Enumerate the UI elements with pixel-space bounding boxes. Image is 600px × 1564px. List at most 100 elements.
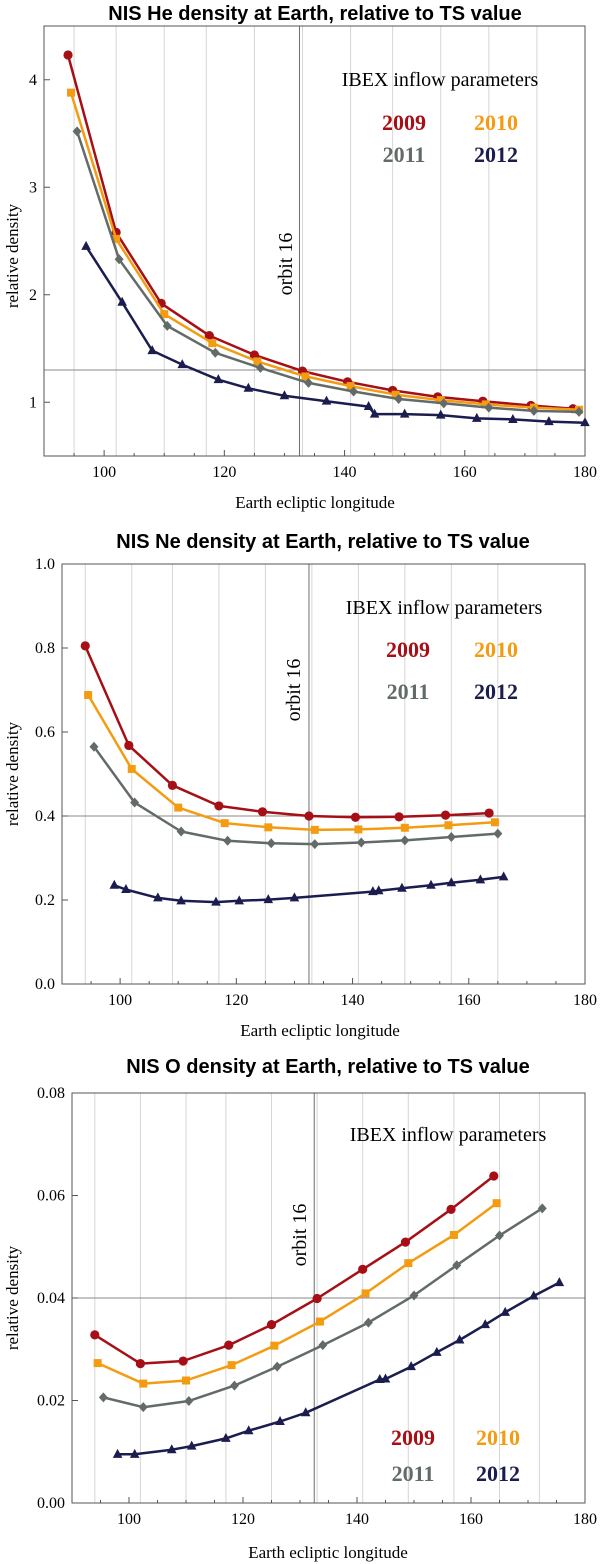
x-tick-label: 160 xyxy=(457,992,481,1009)
data-point xyxy=(444,821,453,830)
legend-2011: 2011 xyxy=(392,1461,435,1486)
data-point xyxy=(301,372,310,381)
legend-title: IBEX inflow parameters xyxy=(342,69,539,91)
data-point xyxy=(162,320,172,331)
data-point xyxy=(400,835,410,846)
x-tick-label: 120 xyxy=(231,1511,255,1528)
data-point xyxy=(153,892,163,902)
plot-frame xyxy=(61,563,586,985)
data-point xyxy=(481,400,490,409)
series-2012 xyxy=(81,240,590,427)
data-point xyxy=(449,1230,458,1239)
series-2011 xyxy=(72,126,584,417)
data-point xyxy=(67,88,76,97)
data-point xyxy=(186,1440,197,1450)
series-2012 xyxy=(112,1277,565,1458)
series-line-2011 xyxy=(103,1207,543,1409)
o-density-chart: NIS O density at Earth, relative to TS v… xyxy=(3,1056,597,1562)
data-point xyxy=(574,406,584,417)
data-point xyxy=(211,896,221,906)
orbit-label: orbit 16 xyxy=(289,1204,311,1267)
plot-grid xyxy=(61,563,586,985)
data-point xyxy=(435,409,446,419)
data-point xyxy=(321,395,332,405)
legend-2011: 2011 xyxy=(383,142,426,167)
data-point xyxy=(452,1260,462,1271)
legend-2009: 2009 xyxy=(382,110,426,135)
x-axis-label: Earth ecliptic longitude xyxy=(240,1021,400,1040)
data-point xyxy=(304,811,314,821)
data-point xyxy=(176,826,186,837)
series-line-2012 xyxy=(85,245,586,424)
data-point xyxy=(484,808,494,818)
series-2010 xyxy=(84,691,499,834)
data-point xyxy=(214,801,224,811)
data-point xyxy=(227,1361,236,1370)
data-point xyxy=(544,416,554,426)
y-axis-label: relative density xyxy=(3,203,22,308)
data-point xyxy=(399,408,410,418)
series-2009 xyxy=(63,50,578,414)
data-point xyxy=(528,1290,539,1300)
data-point xyxy=(391,390,400,399)
data-point xyxy=(129,1448,140,1458)
chart-title: NIS Ne density at Earth, relative to TS … xyxy=(116,531,529,553)
data-point xyxy=(114,254,124,265)
data-point xyxy=(446,877,457,887)
data-point xyxy=(117,296,127,306)
y-tick-label: 0.02 xyxy=(37,1393,65,1410)
series-2009 xyxy=(90,1171,499,1369)
data-point xyxy=(220,819,229,828)
data-point xyxy=(72,126,82,137)
x-tick-label: 100 xyxy=(108,992,132,1009)
data-point xyxy=(480,1319,491,1329)
data-point xyxy=(310,825,319,834)
y-tick-label: 0.0 xyxy=(35,976,55,993)
data-point xyxy=(315,1317,324,1326)
data-point xyxy=(554,1277,565,1287)
data-point xyxy=(234,895,245,905)
series-line-2009 xyxy=(94,1175,495,1365)
y-tick-label: 0.04 xyxy=(37,1290,65,1307)
data-point xyxy=(98,1392,108,1403)
series-line-2010 xyxy=(97,1202,498,1385)
data-point xyxy=(289,892,300,902)
y-tick-label: 0.4 xyxy=(35,808,55,825)
data-point xyxy=(84,691,93,700)
data-point xyxy=(166,1444,177,1454)
data-point xyxy=(350,812,361,822)
data-point xyxy=(63,50,73,60)
data-point xyxy=(81,240,91,250)
data-point xyxy=(213,374,224,384)
data-point xyxy=(127,764,136,773)
legend-2010: 2010 xyxy=(474,637,518,662)
y-tick-label: 3 xyxy=(29,179,37,196)
x-tick-label: 120 xyxy=(224,992,248,1009)
x-tick-label: 160 xyxy=(459,1511,483,1528)
data-point xyxy=(279,390,290,400)
data-point xyxy=(124,740,134,751)
data-point xyxy=(243,382,254,392)
series-line-2010 xyxy=(69,92,580,412)
data-point xyxy=(264,823,273,832)
data-point xyxy=(90,1330,100,1340)
data-point xyxy=(139,1379,148,1388)
data-point xyxy=(300,1407,311,1417)
x-tick-label: 180 xyxy=(573,464,597,481)
data-point xyxy=(229,1380,239,1391)
series-2010 xyxy=(93,1199,501,1388)
data-point xyxy=(147,345,157,355)
data-point xyxy=(369,408,380,418)
x-tick-label: 140 xyxy=(341,992,365,1009)
data-point xyxy=(409,1290,419,1301)
legend-2012: 2012 xyxy=(474,679,518,704)
data-point xyxy=(500,1306,510,1316)
y-axis-label: relative density xyxy=(3,721,22,826)
data-point xyxy=(318,1340,328,1351)
data-point xyxy=(266,1320,277,1330)
x-tick-label: 180 xyxy=(573,1511,597,1528)
data-point xyxy=(112,234,121,243)
data-point xyxy=(208,339,217,348)
data-point xyxy=(266,838,276,849)
